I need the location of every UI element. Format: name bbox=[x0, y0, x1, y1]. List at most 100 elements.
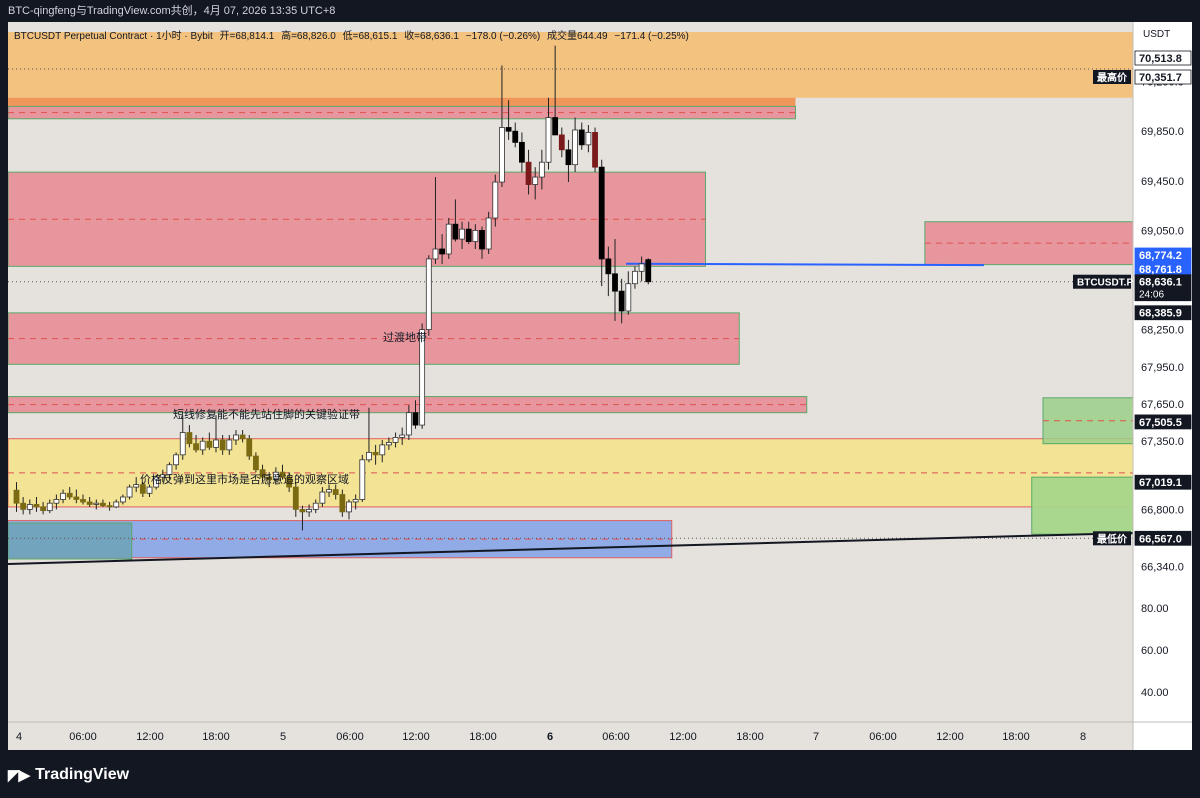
candle bbox=[412, 400, 419, 429]
candle-body bbox=[113, 501, 120, 508]
candle bbox=[146, 484, 153, 497]
candle bbox=[113, 499, 120, 509]
price-tag: 70,513.8 bbox=[1134, 50, 1192, 66]
candle-body bbox=[193, 443, 199, 451]
volume-tick: 40.00 bbox=[1141, 687, 1169, 699]
price-tag-label: 最高价 bbox=[1097, 71, 1128, 84]
time-tick: 18:00 bbox=[202, 731, 230, 743]
candle-body bbox=[252, 455, 259, 471]
volume-tick: 60.00 bbox=[1141, 645, 1169, 657]
time-tick: 5 bbox=[280, 731, 286, 743]
price-tag: 68,385.9 bbox=[1134, 305, 1192, 321]
candle bbox=[552, 45, 559, 136]
time-tick: 06:00 bbox=[336, 731, 364, 743]
tradingview-logo[interactable]: ◤▶ TradingView bbox=[8, 764, 129, 786]
candle bbox=[612, 239, 618, 321]
candle-body bbox=[326, 489, 332, 493]
price-tag-box bbox=[1134, 69, 1192, 85]
candle-body bbox=[565, 149, 572, 166]
candle bbox=[106, 501, 113, 511]
candle bbox=[153, 474, 160, 490]
candle-body bbox=[379, 444, 386, 456]
candle bbox=[133, 477, 140, 493]
candle-body bbox=[392, 437, 399, 443]
legend-volume: 成交量644.49 bbox=[547, 31, 608, 42]
zone-green-zone-lower bbox=[1031, 476, 1134, 535]
price-tag-label: BTCUSDT.P bbox=[1077, 278, 1133, 289]
candle-body bbox=[33, 504, 40, 508]
candle-body bbox=[286, 476, 293, 488]
candle bbox=[193, 435, 199, 453]
price-tag-value: 68,385.9 bbox=[1139, 308, 1182, 320]
price-tick: 67,350.0 bbox=[1141, 436, 1184, 448]
candle bbox=[66, 487, 73, 500]
price-axis-layer: USDT70,250.069,850.069,450.069,050.068,2… bbox=[1132, 22, 1192, 750]
candle bbox=[206, 432, 213, 450]
candle-body bbox=[538, 161, 545, 178]
price-tag-value: 68,636.1 bbox=[1139, 277, 1182, 289]
candle-body bbox=[146, 486, 153, 494]
candle-body bbox=[186, 432, 193, 445]
legend-symbol[interactable]: BTCUSDT Perpetual Contract · 1小时 · Bybit bbox=[14, 31, 213, 42]
price-tag-value: 67,505.5 bbox=[1139, 417, 1182, 429]
candle bbox=[359, 454, 366, 502]
candle bbox=[100, 499, 106, 507]
chart-caption: BTC-qingfeng与TradingView.com共创，4月 07, 20… bbox=[8, 5, 336, 17]
candle bbox=[565, 139, 572, 183]
candle-body bbox=[179, 432, 186, 456]
price-tag: 68,774.2 bbox=[1134, 247, 1192, 263]
candle bbox=[392, 432, 399, 448]
candle-body bbox=[578, 129, 585, 146]
candle-body bbox=[26, 504, 33, 510]
price-tick: 69,050.0 bbox=[1141, 225, 1184, 237]
candle bbox=[332, 484, 339, 500]
candle bbox=[272, 467, 279, 485]
candle bbox=[485, 211, 492, 254]
candle-body bbox=[86, 501, 93, 505]
candle bbox=[259, 464, 266, 483]
candle-body bbox=[419, 329, 426, 426]
candle-body bbox=[492, 181, 499, 219]
price-tag-label-box bbox=[1093, 70, 1131, 84]
candle bbox=[632, 266, 638, 289]
candle bbox=[179, 415, 186, 460]
lines-layer bbox=[8, 68, 1134, 565]
candle bbox=[605, 246, 612, 297]
candle-body bbox=[585, 132, 592, 146]
time-axis-layer: 4 06:00 12:00 18:00 5 06:00 12:00 18:00 6 06:00 12… bbox=[8, 721, 1192, 743]
candle bbox=[479, 226, 485, 259]
chart-area[interactable]: 过渡地带 短线修复能不能先站住脚的关键验证带 价格反弹到这里市场是否愿意追的观察… bbox=[8, 22, 1192, 750]
candle-body bbox=[632, 270, 638, 285]
candle-body bbox=[226, 439, 233, 451]
price-tag-value: 68,774.2 bbox=[1139, 250, 1182, 262]
candle bbox=[525, 149, 532, 195]
candle bbox=[199, 437, 206, 455]
candle-body bbox=[425, 258, 432, 330]
candle bbox=[299, 505, 306, 531]
candle-body bbox=[439, 248, 446, 255]
candle-body bbox=[532, 176, 539, 185]
candle bbox=[286, 472, 293, 493]
candle-body bbox=[352, 499, 359, 503]
price-tag: 68,636.124:06 BTCUSDT.P bbox=[1073, 274, 1192, 302]
candle-body bbox=[53, 499, 60, 504]
price-tag-value: 70,351.7 bbox=[1139, 72, 1182, 84]
candle-body bbox=[445, 223, 452, 255]
candle bbox=[40, 501, 46, 515]
candle-body bbox=[485, 217, 492, 250]
candle-body bbox=[366, 451, 372, 461]
price-chart[interactable]: 过渡地带 短线修复能不能先站住脚的关键验证带 价格反弹到这里市场是否愿意追的观察… bbox=[8, 22, 1192, 750]
candle-body bbox=[332, 489, 339, 495]
candle-body bbox=[605, 258, 612, 275]
currency-label: USDT bbox=[1143, 29, 1170, 40]
candle-body bbox=[638, 263, 645, 272]
time-tick: 18:00 bbox=[1002, 731, 1030, 743]
candle-body bbox=[572, 129, 578, 166]
candle-body bbox=[505, 127, 512, 132]
candle-body bbox=[173, 454, 180, 466]
trend-line bbox=[8, 531, 1134, 565]
time-tick: 6 bbox=[547, 731, 553, 743]
time-tick: 06:00 bbox=[869, 731, 897, 743]
candle bbox=[326, 484, 332, 497]
candle-body bbox=[339, 494, 346, 513]
